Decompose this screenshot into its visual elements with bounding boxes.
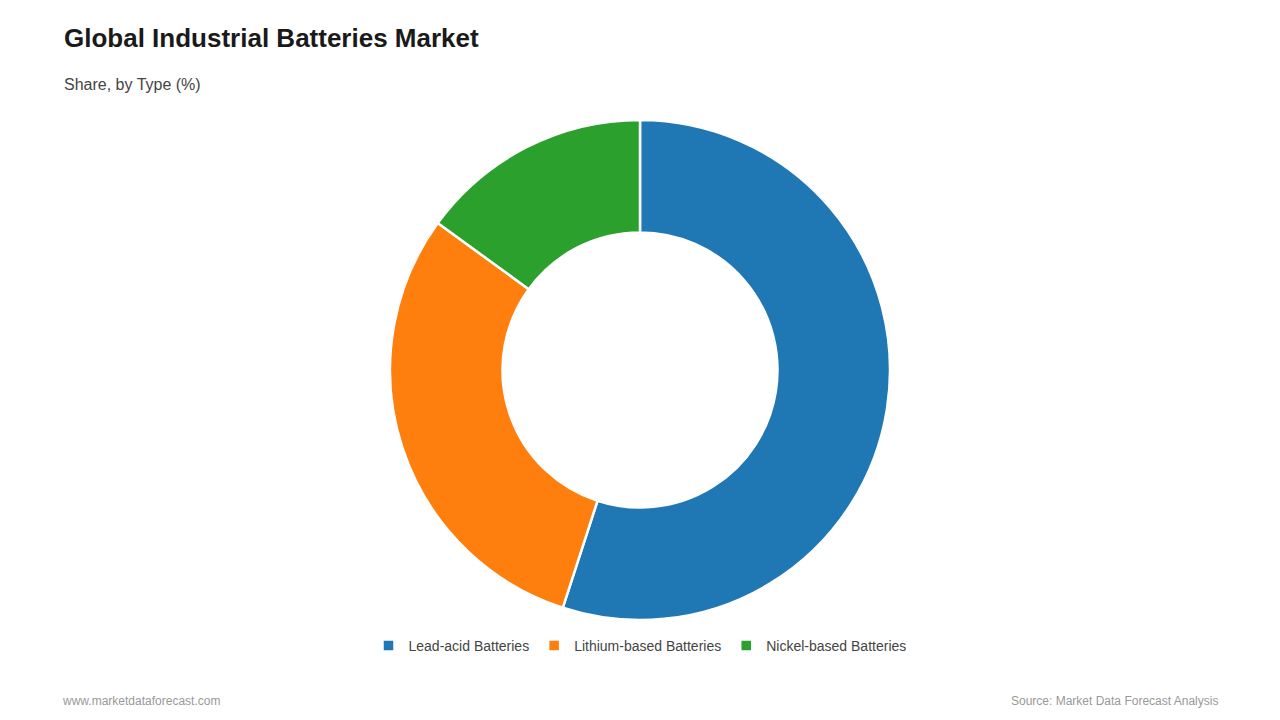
- svg-text:Global Industrial Batteries Ma: Global Industrial Batteries Market: [64, 23, 479, 53]
- svg-text:Nickel-based Batteries: Nickel-based Batteries: [766, 638, 906, 654]
- svg-text:Source: Market Data Forecast A: Source: Market Data Forecast Analysis: [1011, 694, 1218, 708]
- svg-text:Share, by Type (%): Share, by Type (%): [64, 76, 201, 93]
- svg-text:www.marketdataforecast.com: www.marketdataforecast.com: [62, 694, 220, 708]
- svg-text:Lead-acid Batteries: Lead-acid Batteries: [409, 638, 530, 654]
- svg-text:Lithium-based Batteries: Lithium-based Batteries: [574, 638, 721, 654]
